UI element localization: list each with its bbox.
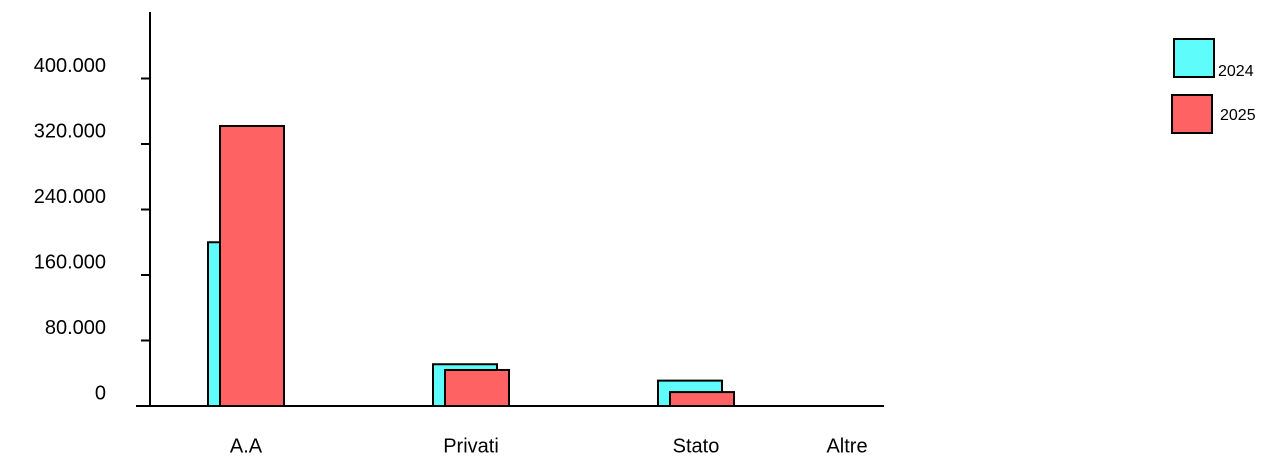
y-tick-label: 0 xyxy=(95,382,106,404)
x-category-label: Privati xyxy=(443,435,499,457)
bar-2025-stato xyxy=(669,391,735,407)
x-category-label: Altre xyxy=(826,435,867,457)
y-tick-label: 320.000 xyxy=(34,120,106,142)
x-category-label: A.A xyxy=(230,435,263,457)
legend-label-2025: 2025 xyxy=(1220,107,1256,124)
legend: 2024 2025 xyxy=(1171,38,1256,134)
x-labels-group: A.A Privati Stato Altre xyxy=(230,435,868,457)
y-tick-label: 240.000 xyxy=(34,186,106,208)
y-tick-label: 160.000 xyxy=(34,251,106,273)
legend-swatch-2024 xyxy=(1173,38,1215,78)
y-ticks-group: 0 80.000 160.000 240.000 320.000 400.000 xyxy=(34,55,150,407)
x-category-label: Stato xyxy=(673,435,720,457)
bar-2025-aa xyxy=(219,124,285,408)
legend-swatch-2025 xyxy=(1171,94,1213,134)
bars-group xyxy=(207,124,735,408)
y-tick-label: 400.000 xyxy=(34,55,106,77)
bar-2025-privati xyxy=(444,368,510,408)
y-tick-label: 80.000 xyxy=(45,317,106,339)
legend-label-2024: 2024 xyxy=(1218,63,1254,80)
